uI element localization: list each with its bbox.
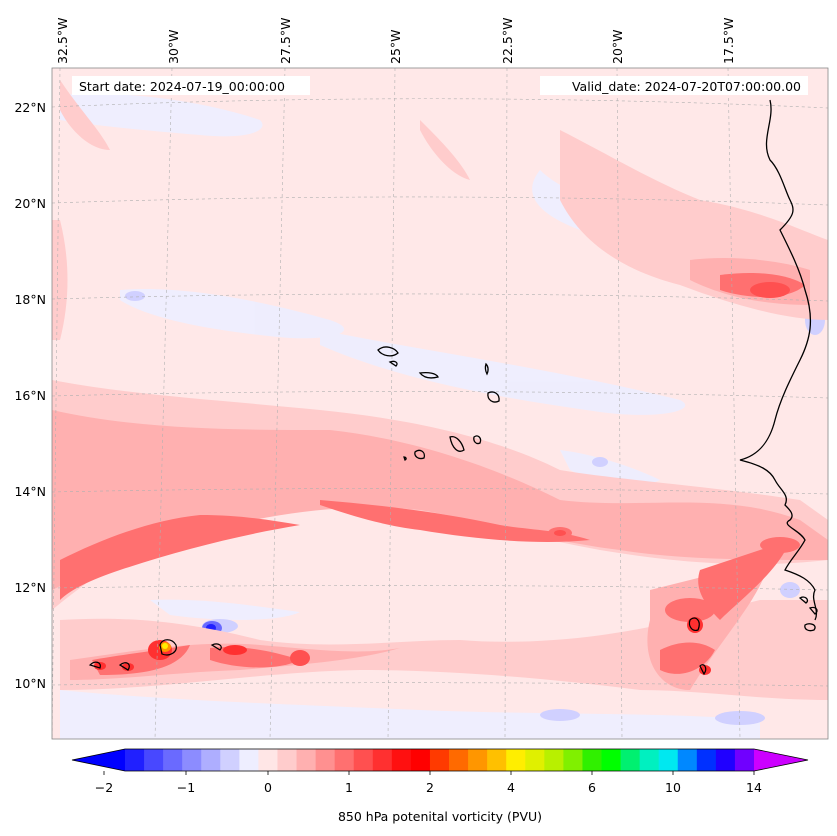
colorbar-segment (239, 749, 259, 771)
colorbar-segment (220, 749, 240, 771)
colorbar-segment (201, 749, 221, 771)
colorbar-tick-label: 4 (507, 780, 515, 795)
colorbar-max-extension (754, 749, 808, 771)
colorbar-segment (163, 749, 183, 771)
colorbar-tick-label: 1 (345, 780, 353, 795)
colorbar-segment (506, 749, 526, 771)
cape-verde-island (449, 436, 465, 452)
lon-label: 25°W (388, 29, 403, 64)
lat-label: 14°N (14, 484, 46, 499)
lon-label: 32.5°W (55, 18, 70, 64)
lon-label: 20°W (610, 29, 625, 64)
colorbar-tick-label: 6 (588, 780, 596, 795)
cape-verde-island (377, 346, 399, 357)
start-date-label: Start date: 2024-07-19_00:00:00 (79, 79, 285, 94)
colorbar-segment (353, 749, 374, 771)
longitude-labels: 32.5°W 30°W 27.5°W 25°W 22.5°W 20°W 17.5… (55, 18, 736, 64)
cape-verde-island (418, 371, 439, 379)
lat-label: 20°N (14, 196, 46, 211)
colorbar-segment (429, 749, 450, 771)
colorbar-segment (658, 749, 679, 771)
colorbar-segment (696, 749, 717, 771)
colorbar-segment (487, 749, 507, 771)
colorbar-segment (315, 749, 336, 771)
africa-coastline (739, 99, 818, 621)
colorbar-segment (715, 749, 736, 771)
colorbar-segment (334, 749, 355, 771)
colorbar: −2 −1 0 1 2 4 6 10 14 850 hPa potenital … (71, 748, 809, 824)
colorbar-segment (601, 749, 622, 771)
colorbar-segment (296, 749, 317, 771)
colorbar-segment (391, 749, 412, 771)
colorbar-segment (449, 749, 469, 771)
colorbar-tick-label: 0 (264, 780, 272, 795)
colorbar-segments (125, 749, 755, 771)
map-area: Start date: 2024-07-19_00:00:00 Valid_da… (51, 67, 829, 740)
valid-date-label: Valid_date: 2024-07-20T07:00:00.00 (572, 79, 801, 94)
lon-label: 17.5°W (721, 18, 736, 64)
lat-label: 22°N (14, 100, 46, 115)
colorbar-tick-label: 14 (746, 780, 762, 795)
colorbar-segment (525, 749, 545, 771)
colorbar-segment (582, 749, 603, 771)
colorbar-segment (734, 749, 755, 771)
colorbar-segment (144, 749, 164, 771)
lat-label: 10°N (14, 676, 46, 691)
colorbar-segment (620, 749, 641, 771)
cape-verde-island (388, 360, 398, 367)
cape-verde-island (403, 456, 407, 461)
colorbar-min-extension (72, 749, 125, 771)
colorbar-ticks (103, 771, 755, 775)
coastlines (377, 99, 818, 632)
colorbar-tick-label: 2 (426, 780, 434, 795)
lon-label: 30°W (166, 29, 181, 64)
colorbar-segment (125, 749, 145, 771)
cape-verde-island (487, 391, 500, 403)
colorbar-outline (71, 748, 809, 772)
colorbar-segment (677, 749, 698, 771)
bijagos-islands (798, 596, 818, 632)
cape-verde-island (473, 435, 482, 445)
map-frame (51, 67, 829, 740)
colorbar-segment (639, 749, 660, 771)
colorbar-segment (372, 749, 393, 771)
colorbar-tick-label: −2 (95, 780, 113, 795)
pv-field (52, 68, 828, 739)
lat-label: 16°N (14, 388, 46, 403)
colorbar-segment (544, 749, 564, 771)
colorbar-tick-label: −1 (177, 780, 195, 795)
colorbar-segment (258, 749, 278, 771)
cape-verde-island (484, 362, 489, 376)
lon-label: 27.5°W (278, 18, 293, 64)
colorbar-segment (182, 749, 202, 771)
colorbar-segment (468, 749, 488, 771)
colorbar-tick-labels: −2 −1 0 1 2 4 6 10 14 (95, 780, 762, 795)
colorbar-label: 850 hPa potenital vorticity (PVU) (338, 809, 542, 824)
colorbar-segment (277, 749, 298, 771)
colorbar-segment (410, 749, 431, 771)
start-date-box (72, 76, 310, 95)
valid-date-box (540, 76, 808, 95)
pv-contours (88, 617, 707, 676)
lat-label: 12°N (14, 580, 46, 595)
lat-label: 18°N (14, 292, 46, 307)
lon-label: 22.5°W (500, 18, 515, 64)
cape-verde-island (414, 449, 426, 460)
gridlines (52, 68, 828, 739)
latitude-labels: 22°N 20°N 18°N 16°N 14°N 12°N 10°N (14, 100, 46, 691)
colorbar-tick-label: 10 (665, 780, 681, 795)
colorbar-segment (563, 749, 583, 771)
